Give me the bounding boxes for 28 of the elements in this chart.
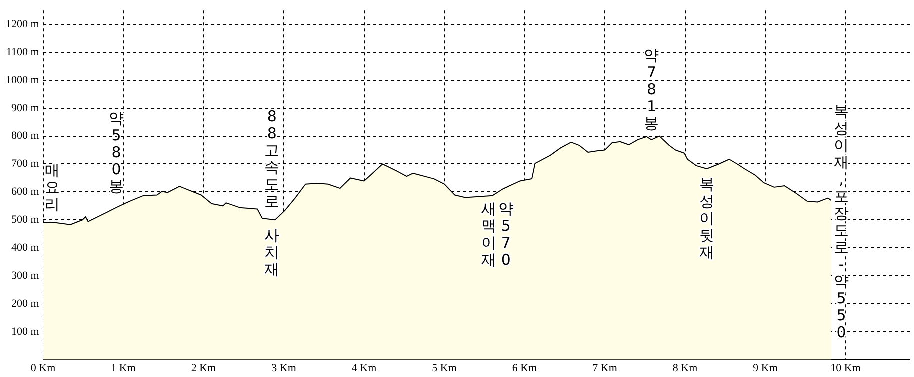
x-tick-label: 2 Km (191, 362, 217, 374)
y-tick-label: 300 m (11, 270, 40, 282)
annotation: 매요리 (44, 162, 60, 214)
annotation: 복성이뒷재 (700, 176, 715, 262)
y-tick-label: 900 m (11, 102, 40, 114)
y-tick-label: 800 m (11, 130, 40, 142)
y-tick-label: 1000 m (6, 74, 40, 86)
x-tick-label: 8 Km (672, 362, 698, 374)
y-tick-label: 600 m (11, 186, 40, 198)
y-tick-label: 500 m (11, 214, 40, 226)
x-tick-label: 10 Km (830, 362, 862, 374)
annotation: 새맥이재 (481, 200, 496, 270)
x-tick-label: 1 Km (111, 362, 136, 374)
x-tick-label: 3 Km (272, 362, 297, 374)
y-tick-label: 200 m (11, 298, 40, 310)
y-tick-label: 400 m (11, 242, 40, 254)
x-tick-label: 0 Km (30, 362, 56, 374)
y-tick-label: 1200 m (6, 18, 40, 30)
x-tick-label: 7 Km (592, 362, 618, 374)
text: 88고속도로 사치재 (264, 108, 280, 279)
x-tick-label: 9 Km (753, 362, 778, 374)
x-tick-label: 6 Km (512, 362, 538, 374)
x-tick-label: 5 Km (432, 362, 458, 374)
y-tick-label: 1100 m (6, 46, 40, 58)
annotation: 약570 (498, 200, 514, 270)
y-tick-label: 700 m (11, 158, 40, 170)
y-tick-label: 100 m (11, 326, 40, 338)
x-tick-label: 4 Km (352, 362, 378, 374)
